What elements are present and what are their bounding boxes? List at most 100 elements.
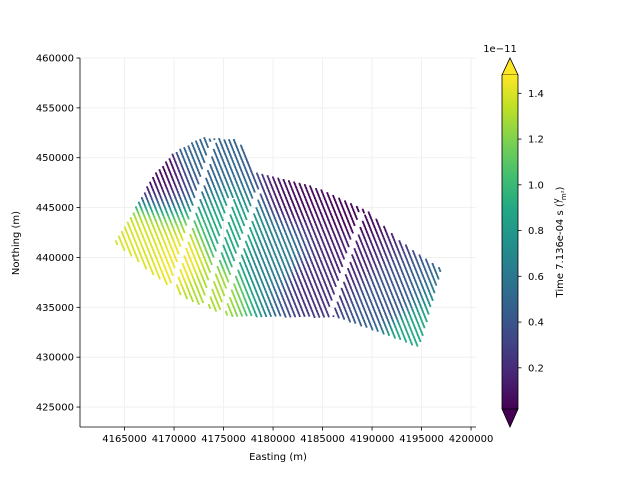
data-point xyxy=(171,189,174,192)
data-point xyxy=(300,306,302,308)
data-point xyxy=(375,301,377,304)
data-point xyxy=(319,282,322,285)
data-point xyxy=(327,195,330,197)
data-point xyxy=(281,306,283,309)
data-point xyxy=(345,203,348,206)
data-point xyxy=(289,281,292,283)
data-point xyxy=(165,185,167,188)
data-point xyxy=(198,209,201,212)
data-point xyxy=(228,307,231,310)
data-point xyxy=(262,235,264,238)
data-point xyxy=(354,273,357,276)
data-point xyxy=(325,309,328,312)
data-point xyxy=(391,258,394,261)
data-point xyxy=(244,263,247,266)
data-point xyxy=(360,241,363,244)
data-point xyxy=(324,223,327,226)
data-point xyxy=(267,202,270,204)
data-point xyxy=(205,203,208,206)
data-point xyxy=(226,279,229,281)
data-point xyxy=(288,204,290,207)
data-point xyxy=(382,283,384,285)
data-point xyxy=(288,181,291,184)
data-point xyxy=(241,171,244,174)
data-point xyxy=(426,309,429,312)
data-point xyxy=(421,260,423,263)
data-point xyxy=(250,302,253,305)
data-point xyxy=(372,247,375,250)
data-point xyxy=(212,291,215,294)
data-point xyxy=(243,152,245,154)
data-point xyxy=(402,322,405,325)
data-point xyxy=(237,283,240,286)
data-point xyxy=(273,227,276,230)
data-point xyxy=(263,252,266,254)
data-point xyxy=(405,306,408,308)
data-point xyxy=(160,197,163,200)
data-point xyxy=(198,232,201,235)
data-point xyxy=(321,252,324,255)
data-point xyxy=(227,280,230,283)
data-point xyxy=(250,242,253,244)
data-point xyxy=(389,266,392,268)
data-point xyxy=(370,327,373,329)
data-point xyxy=(309,281,312,284)
data-point xyxy=(340,262,342,265)
data-point xyxy=(249,299,252,302)
data-point xyxy=(200,153,203,156)
data-point xyxy=(273,239,276,242)
data-point xyxy=(248,237,251,240)
data-point xyxy=(430,284,433,286)
data-point xyxy=(429,270,432,273)
data-point xyxy=(166,177,169,180)
data-point xyxy=(294,267,296,270)
data-point xyxy=(354,215,357,217)
data-point xyxy=(350,299,353,302)
data-point xyxy=(206,239,208,242)
data-point xyxy=(184,222,187,225)
data-point xyxy=(271,259,274,262)
data-point xyxy=(215,180,218,183)
data-point xyxy=(223,246,225,249)
data-point xyxy=(379,239,381,242)
data-point xyxy=(202,218,205,221)
data-point xyxy=(315,189,318,192)
data-point xyxy=(178,169,180,172)
data-point xyxy=(368,249,371,251)
data-point xyxy=(228,187,231,190)
data-point xyxy=(295,306,298,309)
data-point xyxy=(394,326,397,328)
data-point xyxy=(369,264,372,266)
data-point xyxy=(399,325,402,328)
data-point xyxy=(194,163,197,165)
data-point xyxy=(146,247,149,250)
data-point xyxy=(360,228,362,231)
data-point xyxy=(213,233,215,235)
data-point xyxy=(397,297,400,300)
data-point xyxy=(258,285,260,288)
data-point xyxy=(327,219,330,221)
data-point xyxy=(148,252,151,255)
data-point xyxy=(165,281,168,284)
data-point xyxy=(255,290,257,292)
data-point xyxy=(220,202,222,205)
data-point xyxy=(318,303,321,306)
data-point xyxy=(379,265,382,267)
data-point xyxy=(262,211,264,214)
data-point xyxy=(239,227,242,230)
data-point xyxy=(315,212,318,214)
data-point xyxy=(292,204,295,206)
data-point xyxy=(373,238,376,241)
data-point xyxy=(248,177,251,180)
data-point xyxy=(366,256,369,259)
data-point xyxy=(304,245,307,248)
data-point xyxy=(186,285,188,288)
data-point xyxy=(205,179,208,182)
data-point xyxy=(285,198,288,201)
data-point xyxy=(200,141,203,144)
data-point xyxy=(342,208,345,210)
data-point xyxy=(255,255,258,258)
data-point xyxy=(142,212,144,214)
data-point xyxy=(322,255,325,258)
data-point xyxy=(275,244,277,246)
